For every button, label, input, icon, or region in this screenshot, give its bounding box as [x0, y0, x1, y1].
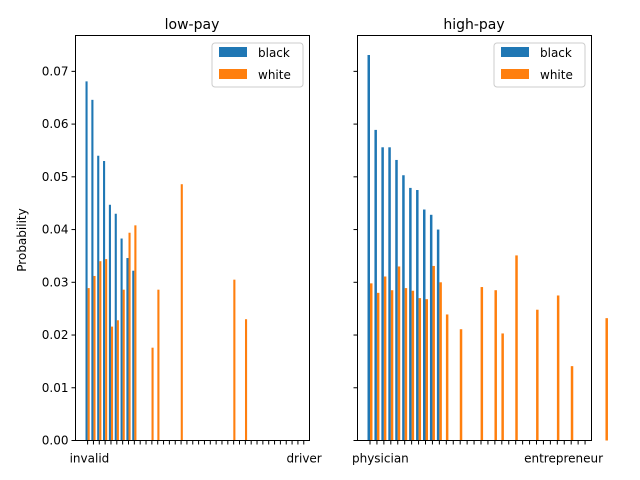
y-tick-label: 0.07 [42, 64, 69, 78]
bar-black [132, 270, 135, 441]
x-axis-ticks: invalid driver [70, 440, 322, 466]
bar-black [114, 213, 117, 441]
bar-white [404, 288, 408, 441]
bar-black [120, 238, 123, 441]
bar-white [376, 292, 380, 441]
high-pay-bars [367, 55, 608, 441]
bar-black [126, 258, 129, 441]
bar-white [605, 318, 608, 441]
bar-white [445, 314, 449, 441]
bar-white [556, 295, 560, 441]
y-tick-label: 0.05 [42, 170, 69, 184]
bar-white [439, 282, 442, 441]
bar-white [180, 184, 183, 441]
bar-black [395, 159, 398, 441]
y-tick-label: 0.02 [42, 328, 69, 342]
x-tick-label: physician [352, 452, 409, 466]
legend-label-black: black [540, 46, 572, 60]
high-pay-panel: high-pay physician entrepreneur black whi… [352, 17, 608, 466]
x-axis-ticks: physician entrepreneur [352, 440, 603, 466]
bar-black [436, 229, 440, 441]
bar-white [122, 289, 125, 441]
x-tick-label: invalid [70, 452, 110, 466]
y-axis-ticks: 0.00 0.01 0.02 0.03 0.04 0.05 0.06 0.07 [42, 64, 76, 448]
high-pay-title: high-pay [443, 17, 504, 33]
bar-white [128, 232, 131, 441]
bar-white [459, 329, 463, 441]
bar-black [374, 129, 377, 441]
y-tick-label: 0.00 [42, 434, 69, 448]
bar-black [416, 190, 419, 441]
legend-label-white: white [258, 68, 291, 82]
bar-white [87, 288, 90, 441]
legend-swatch-white [501, 69, 529, 79]
bar-black [388, 147, 391, 441]
bar-white [536, 309, 539, 441]
legend-swatch-white [219, 69, 247, 79]
bar-white [494, 290, 497, 441]
bar-black [367, 55, 370, 441]
bar-white [390, 290, 394, 441]
low-pay-legend: black white [211, 42, 304, 88]
legend-label-white: white [540, 68, 573, 82]
y-tick-label: 0.04 [42, 223, 69, 237]
bar-white [369, 283, 373, 441]
bar-black [103, 161, 106, 441]
bar-white [93, 275, 96, 441]
bar-black [97, 155, 100, 441]
bar-white [383, 276, 387, 441]
bar-black [429, 214, 433, 441]
bar-white [480, 287, 484, 441]
bar-white [151, 347, 154, 441]
bar-white [501, 333, 504, 441]
y-axis-label: Probability [15, 208, 29, 271]
x-tick-label: entrepreneur [524, 452, 603, 466]
y-tick-label: 0.01 [42, 381, 69, 395]
bar-white [99, 261, 102, 441]
high-pay-axes-frame [357, 35, 592, 441]
bar-white [397, 266, 401, 441]
legend-swatch-black [501, 47, 529, 57]
bar-white [116, 320, 119, 441]
low-pay-title: low-pay [165, 17, 220, 33]
bar-black [91, 99, 94, 441]
bar-white [418, 298, 422, 441]
y-tick-label: 0.03 [42, 275, 69, 289]
bar-white [411, 290, 415, 441]
low-pay-bars [85, 81, 248, 441]
low-pay-axes-frame [75, 35, 310, 441]
y-tick-label: 0.06 [42, 117, 69, 131]
bar-black [423, 209, 426, 441]
bar-white [105, 259, 108, 441]
bar-black [108, 204, 111, 441]
bar-white [425, 299, 428, 441]
bar-white [110, 326, 114, 441]
bar-white [244, 319, 248, 441]
bar-white [233, 279, 236, 441]
bar-black [402, 175, 405, 441]
bar-white [515, 255, 518, 441]
bar-white [570, 366, 574, 441]
high-pay-legend: black white [493, 42, 586, 88]
bar-black [85, 81, 88, 441]
bar-black [409, 187, 412, 441]
x-tick-label: driver [286, 452, 321, 466]
bar-white [157, 289, 160, 441]
low-pay-panel: low-pay Probability 0.00 0.01 0.02 0.03 0.04… [15, 17, 322, 466]
bar-white [432, 265, 435, 441]
legend-label-black: black [258, 46, 290, 60]
bar-black [381, 147, 384, 441]
bar-white [134, 225, 137, 441]
legend-swatch-black [219, 47, 247, 57]
y-axis-ticks [353, 70, 358, 441]
